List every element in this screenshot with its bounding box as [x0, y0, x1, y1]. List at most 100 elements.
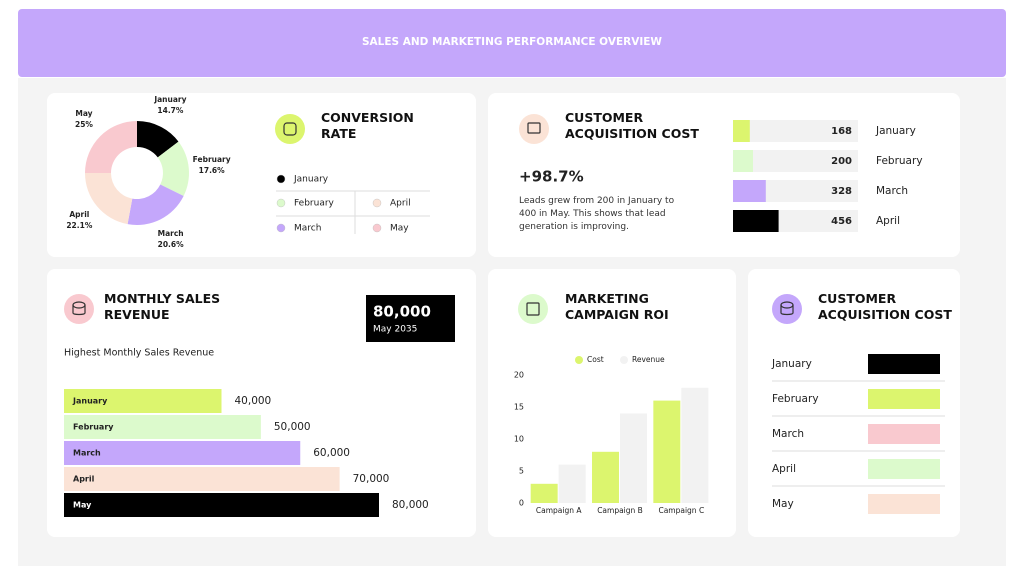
category-label: March	[73, 449, 101, 458]
chart-title-box: CONVERSION RATE	[321, 110, 414, 141]
chart-title-box: MARKETING CAMPAIGN ROI	[565, 291, 669, 322]
bar-value: 328	[831, 186, 852, 197]
kpi-note: Leads grew from 200 in January to 400 in…	[519, 196, 675, 232]
kpi-value: 80,000	[373, 303, 431, 321]
y-tick-label: 15	[514, 403, 524, 412]
kpi-box	[366, 295, 455, 342]
legend-swatch	[276, 198, 286, 208]
y-tick-label: 0	[519, 499, 524, 508]
category-label: May	[73, 501, 92, 510]
bar	[64, 467, 340, 491]
bar-value: 50,000	[274, 421, 311, 433]
bar	[620, 413, 647, 503]
chart-title-box: MONTHLY SALES REVENUE	[104, 291, 221, 322]
x-tick-label: Campaign C	[658, 506, 704, 515]
slice-label: February	[193, 155, 231, 164]
donut-slice	[127, 184, 184, 225]
chart-title: MONTHLY SALES REVENUE	[104, 291, 221, 322]
row-label: May	[772, 498, 794, 510]
bar-value: 200	[831, 156, 852, 167]
slice-value: 25%	[75, 120, 93, 129]
x-tick-label: Campaign B	[597, 506, 643, 515]
bar	[653, 400, 681, 503]
row-swatch	[868, 389, 940, 409]
slice-value: 22.1%	[66, 221, 93, 230]
category-label: March	[876, 185, 908, 197]
bar	[681, 387, 709, 503]
row-swatch	[868, 459, 940, 479]
donut-slice	[85, 173, 133, 225]
table-title-box: CUSTOMER ACQUISITION COST	[818, 291, 952, 322]
kpi-note: May 2035	[373, 325, 417, 335]
donut-slice	[85, 121, 137, 173]
slice-value: 17.6%	[199, 166, 226, 175]
chart-title: MARKETING CAMPAIGN ROI	[565, 291, 669, 322]
bar-value: 40,000	[235, 395, 272, 407]
category-label: January	[875, 125, 916, 137]
bar	[530, 483, 558, 503]
legend-label: Revenue	[632, 355, 665, 364]
icon	[64, 294, 94, 324]
slice-value: 14.7%	[157, 106, 184, 115]
category-label: April	[876, 215, 900, 227]
legend-swatch	[372, 223, 382, 233]
bar	[64, 389, 222, 413]
bar-track	[733, 120, 858, 142]
category-label: April	[73, 475, 95, 484]
legend-swatch	[276, 174, 286, 184]
bar	[64, 415, 261, 439]
y-tick-label: 20	[514, 371, 524, 380]
chart-title: CUSTOMER ACQUISITION COST	[565, 110, 699, 141]
legend-label: March	[294, 224, 321, 234]
legend-label: May	[390, 224, 409, 234]
legend-swatch	[620, 356, 628, 364]
chart-title: CONVERSION RATE	[321, 110, 414, 141]
donut-slice	[157, 141, 189, 197]
slice-label: January	[153, 95, 186, 104]
bar	[733, 150, 753, 172]
legend-swatch	[575, 356, 583, 364]
legend-label: February	[294, 199, 335, 209]
kpi-value: +98.7%	[519, 168, 584, 186]
chart-title-box: CUSTOMER ACQUISITION COST	[565, 110, 699, 141]
bar-track	[733, 150, 858, 172]
row-swatch	[868, 494, 940, 514]
kpi-note-box: Leads grew from 200 in January to 400 in…	[519, 196, 675, 232]
bar	[733, 210, 779, 232]
bar-value: 60,000	[313, 447, 350, 459]
slice-label: March	[158, 229, 184, 238]
header-bar	[18, 9, 1006, 77]
bar	[592, 451, 619, 503]
legend-label: January	[293, 175, 329, 185]
chart-subtitle: Highest Monthly Sales Revenue	[64, 348, 214, 359]
donut-slice	[137, 121, 179, 158]
slice-value: 20.6%	[158, 240, 185, 249]
icon	[275, 114, 305, 144]
row-label: April	[772, 463, 796, 475]
bar	[733, 120, 750, 142]
y-tick-label: 10	[514, 435, 524, 444]
category-label: February	[876, 155, 923, 167]
bar	[733, 180, 766, 202]
category-label: February	[73, 423, 114, 432]
bar-value: 168	[831, 126, 852, 137]
legend-label: Cost	[587, 355, 604, 364]
icon	[518, 294, 548, 324]
legend-swatch	[276, 223, 286, 233]
row-swatch	[868, 354, 940, 374]
bar	[558, 464, 586, 503]
table-title: CUSTOMER ACQUISITION COST	[818, 291, 952, 322]
bar	[64, 493, 379, 517]
icon	[772, 294, 802, 324]
bar-value: 80,000	[392, 499, 429, 511]
row-swatch	[868, 424, 940, 444]
legend-swatch	[372, 198, 382, 208]
bar	[64, 441, 301, 465]
row-label: January	[771, 358, 812, 370]
y-tick-label: 5	[519, 467, 524, 476]
legend-label: April	[390, 199, 411, 209]
row-label: March	[772, 428, 804, 440]
x-tick-label: Campaign A	[536, 506, 582, 515]
category-label: January	[72, 397, 108, 406]
